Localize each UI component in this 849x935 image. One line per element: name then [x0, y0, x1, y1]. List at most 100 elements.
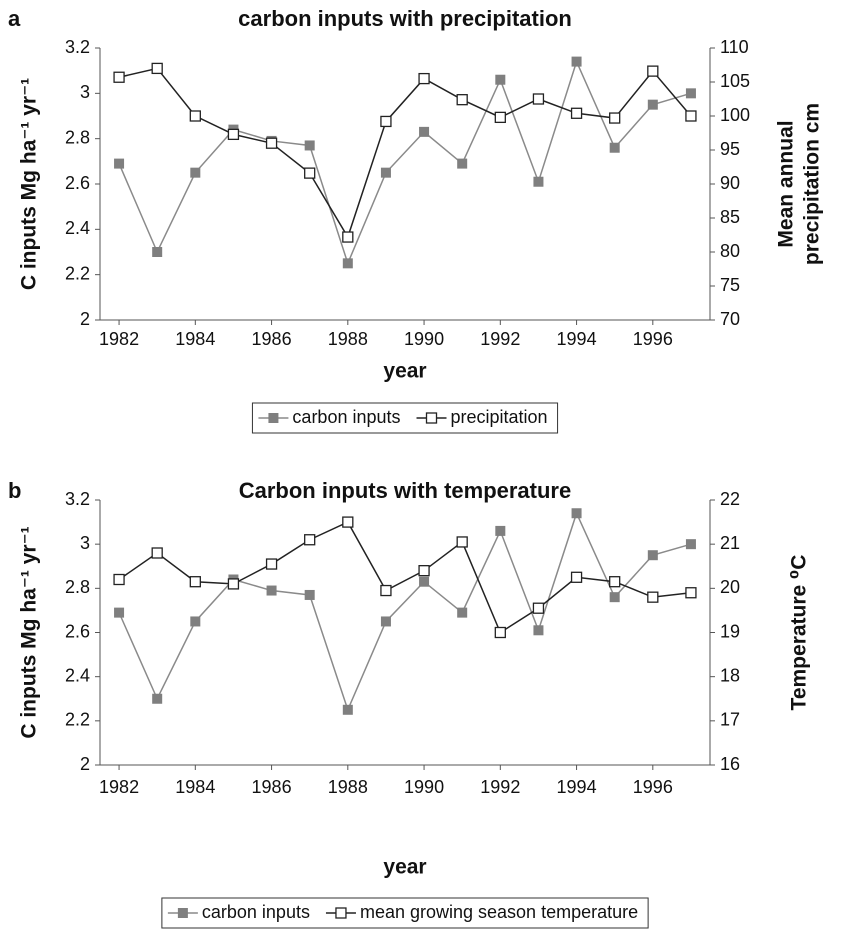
- y2-tick-label: 18: [720, 665, 740, 685]
- marker: [189, 576, 201, 588]
- marker: [342, 231, 354, 243]
- x-tick-label: 1992: [480, 777, 520, 797]
- marker: [151, 547, 163, 559]
- y-tick-label: 3: [80, 82, 90, 102]
- y2-tick-label: 16: [720, 754, 740, 774]
- marker: [495, 74, 506, 85]
- y2-axis-label: precipitation cm: [801, 103, 824, 265]
- marker: [532, 93, 545, 105]
- marker: [609, 592, 620, 603]
- y-tick-label: 2.8: [65, 577, 90, 597]
- marker: [532, 602, 545, 614]
- x-tick-label: 1984: [175, 777, 215, 797]
- x-tick-label: 1986: [252, 329, 292, 349]
- y2-tick-label: 95: [720, 139, 740, 159]
- x-tick-label: 1984: [175, 329, 215, 349]
- y2-tick-label: 105: [720, 71, 750, 91]
- y2-tick-label: 85: [720, 207, 740, 227]
- chart-title: Carbon inputs with temperature: [239, 478, 571, 503]
- y-tick-label: 2.4: [65, 665, 90, 685]
- x-tick-label: 1992: [480, 329, 520, 349]
- marker: [152, 693, 163, 704]
- y2-tick-label: 75: [720, 275, 740, 295]
- y-tick-label: 2.2: [65, 263, 90, 283]
- series-line: [118, 521, 692, 634]
- series-line: [118, 67, 692, 239]
- marker: [418, 72, 430, 85]
- marker: [533, 176, 544, 187]
- y2-tick-label: 17: [720, 710, 740, 730]
- marker: [380, 167, 391, 178]
- x-tick-label: 1990: [404, 329, 444, 349]
- y2-axis-label: Temperature ⁰C: [788, 555, 811, 711]
- marker: [609, 142, 620, 153]
- marker: [304, 167, 316, 179]
- marker: [685, 88, 696, 99]
- y2-tick-label: 21: [720, 533, 740, 553]
- marker: [494, 626, 506, 639]
- y-tick-label: 2: [80, 754, 90, 774]
- marker: [571, 508, 582, 519]
- marker: [342, 258, 353, 269]
- marker: [570, 107, 583, 119]
- marker: [457, 607, 468, 618]
- marker: [304, 534, 316, 546]
- y-tick-label: 3.2: [65, 489, 90, 509]
- legend-marker: [425, 412, 438, 424]
- y-axis-label: C inputs Mg ha⁻¹ yr⁻¹: [18, 78, 41, 290]
- y-tick-label: 2.6: [65, 621, 90, 641]
- marker: [685, 587, 697, 599]
- y2-axis-label: Mean annual: [775, 120, 798, 247]
- x-tick-label: 1986: [252, 777, 292, 797]
- panel-label: a: [8, 6, 21, 31]
- legend-box: [161, 897, 649, 929]
- marker: [151, 62, 163, 75]
- x-axis-label: year: [383, 360, 426, 383]
- y2-tick-label: 19: [720, 621, 740, 641]
- y2-tick-label: 100: [720, 105, 750, 125]
- marker: [609, 112, 621, 124]
- y2-tick-label: 70: [720, 309, 740, 329]
- x-tick-label: 1988: [328, 777, 368, 797]
- marker: [647, 550, 658, 561]
- marker: [456, 536, 468, 548]
- marker: [113, 71, 125, 83]
- legend-marker: [268, 413, 279, 423]
- y-tick-label: 2.4: [65, 218, 90, 238]
- legend-box: [251, 402, 559, 434]
- x-tick-label: 1996: [633, 777, 673, 797]
- marker: [380, 584, 392, 597]
- marker: [266, 585, 277, 596]
- y-axis-label: C inputs Mg ha⁻¹ yr⁻¹: [18, 526, 41, 738]
- y-tick-label: 3: [80, 533, 90, 553]
- marker: [570, 571, 583, 583]
- marker: [647, 65, 659, 77]
- series-line: [118, 511, 692, 712]
- y2-tick-label: 80: [720, 241, 740, 261]
- y-tick-label: 2.6: [65, 173, 90, 193]
- x-tick-label: 1996: [633, 329, 673, 349]
- y2-tick-label: 20: [720, 577, 740, 597]
- marker: [227, 578, 240, 590]
- marker: [342, 516, 354, 528]
- y2-tick-label: 110: [720, 37, 749, 57]
- marker: [456, 94, 468, 106]
- y-tick-label: 2: [80, 309, 90, 329]
- marker: [227, 128, 240, 141]
- x-tick-label: 1988: [328, 329, 368, 349]
- marker: [304, 589, 315, 600]
- x-tick-label: 1982: [99, 329, 139, 349]
- marker: [190, 616, 201, 627]
- marker: [419, 126, 430, 137]
- marker: [114, 158, 125, 169]
- series-line: [118, 59, 692, 266]
- marker: [685, 110, 697, 122]
- marker: [419, 576, 430, 587]
- legend-label: carbon inputs: [292, 407, 400, 427]
- y-tick-label: 3.2: [65, 37, 90, 57]
- y2-tick-label: 90: [720, 173, 740, 193]
- x-tick-label: 1990: [404, 777, 444, 797]
- x-tick-label: 1994: [557, 329, 597, 349]
- marker: [418, 565, 430, 577]
- panel-label: b: [8, 478, 21, 503]
